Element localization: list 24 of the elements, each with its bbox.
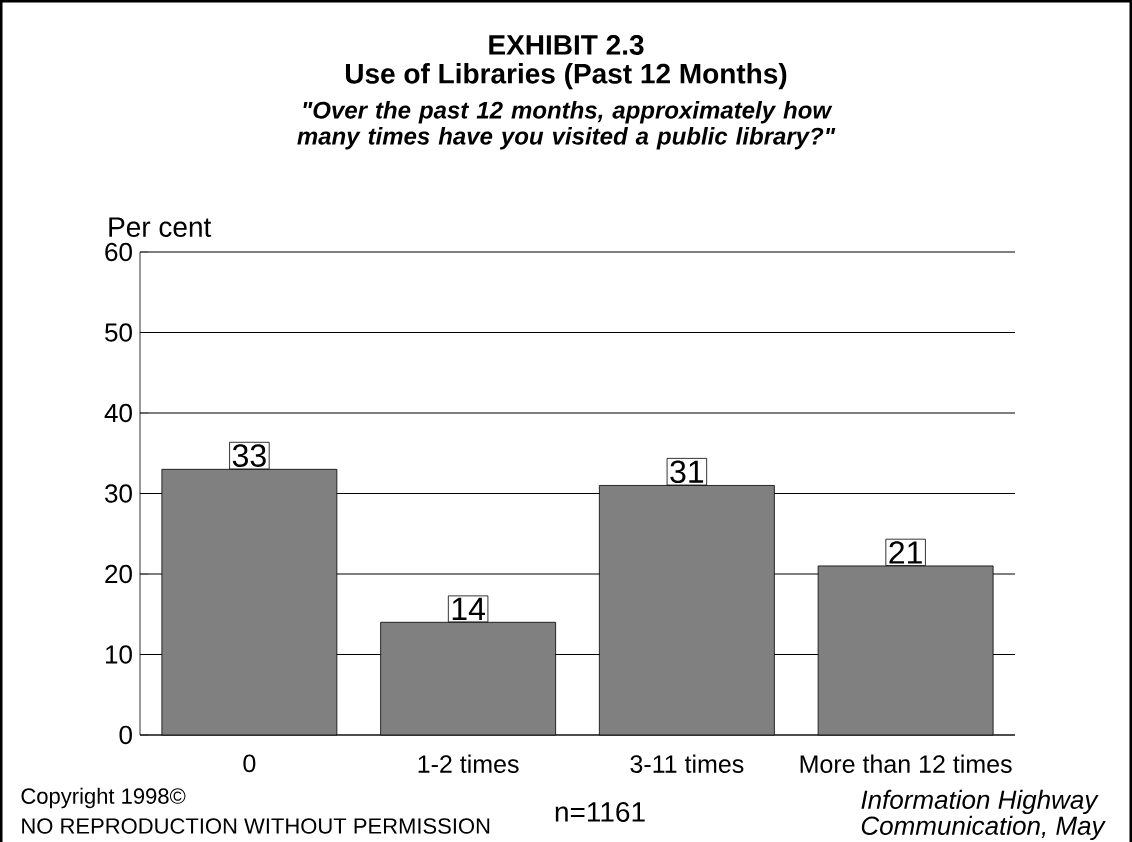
y-tick-label: 30 bbox=[105, 484, 132, 503]
x-tick-label: More than 12 times bbox=[800, 754, 1012, 773]
data-label: 33 bbox=[232, 444, 266, 467]
y-tick-label: 60 bbox=[105, 242, 132, 262]
y-tick-label: 10 bbox=[106, 645, 132, 664]
y-tick-label: 40 bbox=[104, 403, 132, 423]
x-tick-label: 1-2 times bbox=[418, 754, 519, 773]
x-tick-label: 0 bbox=[243, 754, 256, 773]
y-tick-label: 20 bbox=[105, 564, 132, 584]
text: "Over the past 12 months, approximately how many times have you visited a public library?" bbox=[297, 101, 836, 150]
data-label: 21 bbox=[889, 541, 922, 564]
text: n=1161 bbox=[555, 802, 645, 822]
text: Communication, May bbox=[861, 815, 1106, 841]
text: Copyright 1998© bbox=[21, 787, 186, 809]
y-tick-label: 0 bbox=[119, 725, 132, 745]
text: NO REPRODUCTION WITHOUT PERMISSION bbox=[22, 818, 490, 834]
y-tick-label: 50 bbox=[105, 323, 132, 342]
y-axis-title: Per cent bbox=[109, 217, 212, 237]
data-label: 14 bbox=[452, 597, 485, 620]
data-label: 31 bbox=[670, 460, 704, 484]
chart-title: EXHIBIT 2.3 bbox=[489, 35, 644, 55]
chart-subtitle: Use of Libraries (Past 12 Months) bbox=[345, 63, 787, 90]
text: Information Highway bbox=[861, 789, 1099, 815]
x-tick-label: 3-11 times bbox=[630, 754, 744, 773]
